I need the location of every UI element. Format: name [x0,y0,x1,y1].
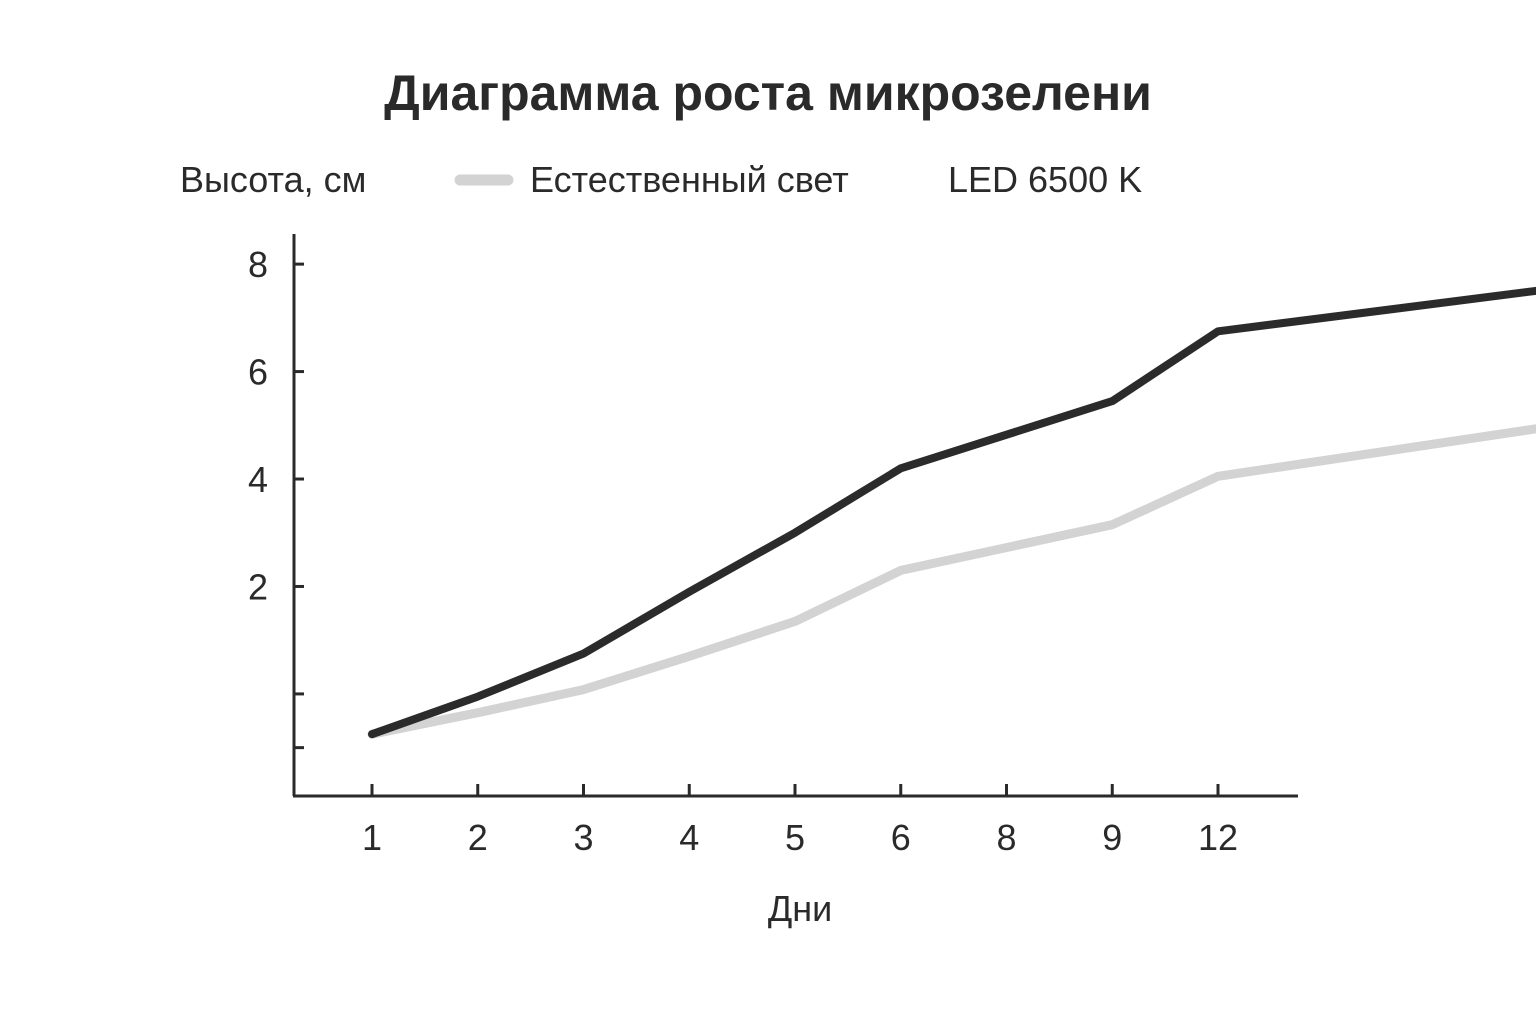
x-tick-label: 1 [362,817,382,858]
y-tick-label: 4 [248,459,268,500]
x-tick-label: 9 [1102,817,1122,858]
x-tick-label: 6 [891,817,911,858]
y-tick-label: 2 [248,566,268,607]
chart-title: Диаграмма роста микрозелени [384,65,1152,121]
legend: Естественный свет LED 6500 K [454,159,1142,200]
y-axis: 2 4 6 8 [248,234,304,796]
y-tick-label: 6 [248,352,268,393]
x-tick-label: 4 [679,817,699,858]
x-tick-label: 3 [573,817,593,858]
x-tick-label: 12 [1198,817,1238,858]
legend-label-natural-light: Естественный свет [530,159,849,200]
x-tick-label: 5 [785,817,805,858]
x-tick-label: 2 [468,817,488,858]
x-axis-label: Дни [768,888,832,929]
y-tick-label: 8 [248,244,268,285]
x-tick-label: 8 [996,817,1016,858]
series-line-led [368,286,1536,739]
legend-label-led: LED 6500 K [948,159,1142,200]
series-line-natural-light [367,424,1536,739]
y-axis-label: Высота, см [180,159,366,200]
x-axis: 1 2 3 4 5 6 8 9 12 [293,784,1298,858]
